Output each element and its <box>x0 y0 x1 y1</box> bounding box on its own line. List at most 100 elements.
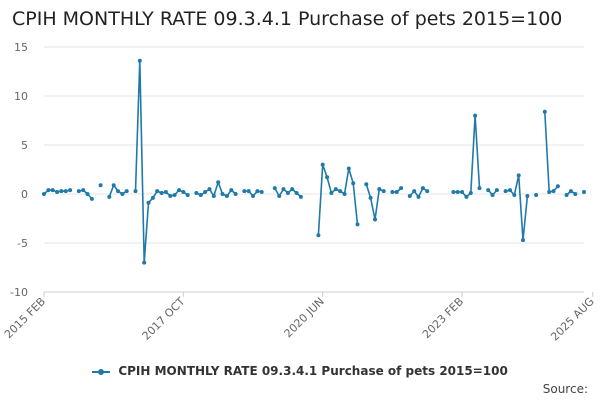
data-point[interactable] <box>333 187 338 192</box>
data-point[interactable] <box>582 190 586 194</box>
data-point[interactable] <box>342 192 347 196</box>
data-point[interactable] <box>216 180 221 185</box>
data-point[interactable] <box>394 190 399 194</box>
data-point[interactable] <box>168 194 173 198</box>
data-point[interactable] <box>81 188 86 193</box>
data-point[interactable] <box>503 189 508 194</box>
data-point[interactable] <box>50 188 55 193</box>
data-point[interactable] <box>46 188 51 193</box>
data-point[interactable] <box>320 162 325 167</box>
data-point[interactable] <box>233 192 238 196</box>
data-point[interactable] <box>255 189 260 194</box>
data-point[interactable] <box>198 193 203 197</box>
data-point[interactable] <box>486 188 491 193</box>
data-point[interactable] <box>177 188 181 193</box>
data-point[interactable] <box>468 191 473 195</box>
data-point[interactable] <box>224 194 229 198</box>
data-point[interactable] <box>98 183 103 188</box>
data-point[interactable] <box>68 188 73 193</box>
data-point[interactable] <box>494 188 499 193</box>
data-point[interactable] <box>281 187 286 192</box>
data-point[interactable] <box>390 190 395 194</box>
data-point[interactable] <box>399 186 404 191</box>
data-point[interactable] <box>364 182 369 187</box>
data-point[interactable] <box>346 166 351 171</box>
data-point[interactable] <box>464 194 469 199</box>
data-point[interactable] <box>251 194 255 198</box>
data-point[interactable] <box>420 186 425 191</box>
data-point[interactable] <box>142 260 147 265</box>
data-point[interactable] <box>229 188 234 193</box>
data-point[interactable] <box>377 187 382 192</box>
data-point[interactable] <box>89 196 94 201</box>
data-point[interactable] <box>412 189 417 194</box>
data-point[interactable] <box>521 238 525 243</box>
data-point[interactable] <box>63 189 68 194</box>
data-point[interactable] <box>272 186 277 191</box>
data-point[interactable] <box>351 181 356 186</box>
data-point[interactable] <box>416 194 421 199</box>
data-point[interactable] <box>211 194 216 198</box>
data-point[interactable] <box>194 191 199 195</box>
data-point[interactable] <box>425 189 430 194</box>
data-point[interactable] <box>116 189 120 194</box>
data-point[interactable] <box>159 191 164 195</box>
data-point[interactable] <box>525 194 530 198</box>
data-point[interactable] <box>477 186 482 191</box>
data-point[interactable] <box>555 184 560 189</box>
data-point[interactable] <box>516 173 521 178</box>
data-point[interactable] <box>137 58 142 63</box>
data-point[interactable] <box>55 190 60 194</box>
data-point[interactable] <box>325 175 330 180</box>
data-point[interactable] <box>59 189 64 194</box>
data-point[interactable] <box>407 194 412 198</box>
data-point[interactable] <box>203 190 208 194</box>
data-point[interactable] <box>207 187 212 192</box>
data-point[interactable] <box>242 189 247 194</box>
data-point[interactable] <box>381 189 386 194</box>
data-point[interactable] <box>564 193 569 197</box>
data-point[interactable] <box>120 192 125 196</box>
data-point[interactable] <box>338 189 343 194</box>
data-point[interactable] <box>512 193 517 197</box>
data-point[interactable] <box>85 192 90 196</box>
data-point[interactable] <box>368 195 373 200</box>
data-point[interactable] <box>185 193 190 197</box>
data-point[interactable] <box>246 189 251 194</box>
data-point[interactable] <box>294 191 299 195</box>
data-point[interactable] <box>373 217 377 222</box>
data-point[interactable] <box>473 113 478 118</box>
data-point[interactable] <box>290 187 295 192</box>
data-point[interactable] <box>124 189 129 194</box>
data-point[interactable] <box>568 189 573 194</box>
data-point[interactable] <box>172 193 177 197</box>
data-point[interactable] <box>573 192 578 196</box>
data-point[interactable] <box>181 190 186 194</box>
data-point[interactable] <box>277 194 282 198</box>
data-point[interactable] <box>259 190 264 194</box>
data-point[interactable] <box>155 189 160 194</box>
data-point[interactable] <box>355 222 360 227</box>
data-point[interactable] <box>316 233 321 238</box>
data-point[interactable] <box>298 194 303 199</box>
data-point[interactable] <box>551 189 556 194</box>
data-point[interactable] <box>163 190 168 194</box>
data-point[interactable] <box>107 194 112 199</box>
data-point[interactable] <box>534 193 539 197</box>
data-point[interactable] <box>150 195 155 200</box>
data-point[interactable] <box>451 190 456 194</box>
data-point[interactable] <box>146 200 151 205</box>
data-point[interactable] <box>133 189 138 194</box>
data-point[interactable] <box>455 190 460 194</box>
data-point[interactable] <box>490 193 495 197</box>
data-point[interactable] <box>542 109 547 114</box>
data-point[interactable] <box>547 190 552 194</box>
data-point[interactable] <box>111 183 116 188</box>
data-point[interactable] <box>508 188 512 193</box>
data-point[interactable] <box>76 189 81 194</box>
data-point[interactable] <box>220 192 225 196</box>
legend[interactable]: CPIH MONTHLY RATE 09.3.4.1 Purchase of p… <box>0 364 600 378</box>
data-point[interactable] <box>329 191 334 195</box>
data-point[interactable] <box>42 192 46 196</box>
data-point[interactable] <box>285 191 290 195</box>
